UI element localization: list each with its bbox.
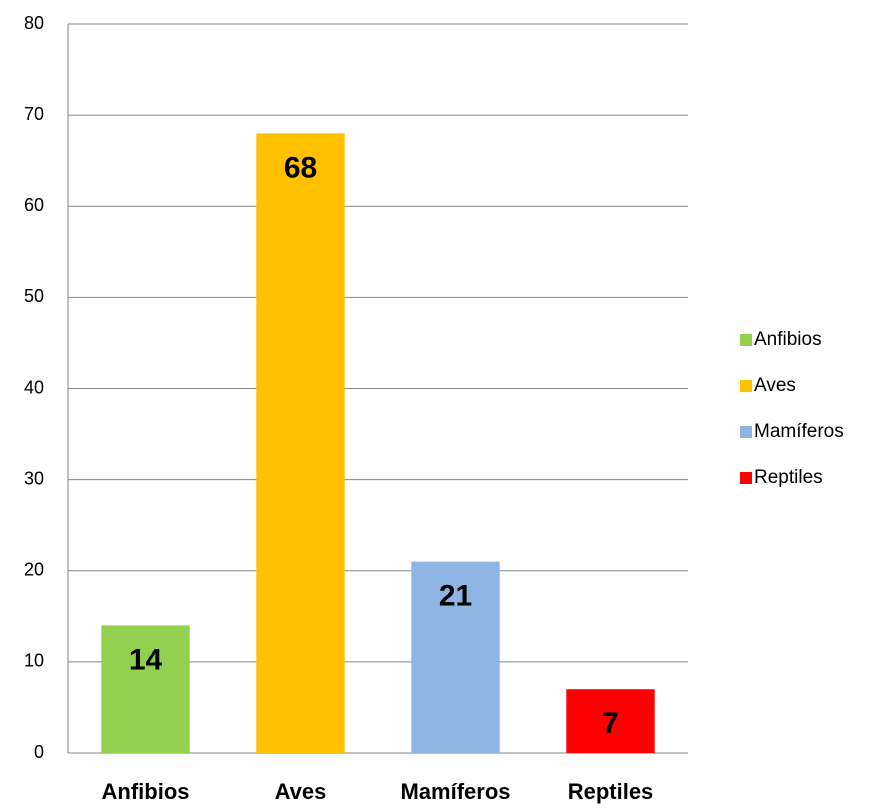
bar bbox=[101, 625, 190, 753]
y-tick-label: 70 bbox=[24, 104, 44, 124]
data-label: 14 bbox=[129, 643, 163, 676]
legend-label: Reptiles bbox=[754, 467, 823, 488]
legend-swatch bbox=[740, 380, 752, 392]
y-tick-label: 30 bbox=[24, 468, 44, 488]
data-label: 68 bbox=[284, 151, 317, 184]
bar bbox=[411, 561, 500, 753]
y-tick-label: 50 bbox=[24, 286, 44, 306]
x-tick-label: Mamíferos bbox=[400, 779, 510, 804]
legend-swatch bbox=[740, 426, 752, 438]
x-tick-label: Anfibios bbox=[102, 779, 190, 804]
data-label: 7 bbox=[602, 707, 619, 740]
legend-swatch bbox=[740, 334, 752, 346]
x-tick-label: Reptiles bbox=[568, 779, 654, 804]
x-tick-label: Aves bbox=[275, 779, 327, 804]
y-tick-label: 10 bbox=[24, 651, 44, 671]
y-tick-label: 20 bbox=[24, 560, 44, 580]
y-tick-label: 0 bbox=[34, 742, 44, 762]
y-tick-label: 80 bbox=[24, 13, 44, 33]
legend-swatch bbox=[740, 472, 752, 484]
legend-label: Mamíferos bbox=[754, 421, 844, 442]
bar bbox=[256, 133, 345, 754]
data-label: 21 bbox=[439, 580, 472, 613]
y-tick-label: 60 bbox=[24, 195, 44, 215]
legend-label: Aves bbox=[754, 375, 796, 396]
legend-label: Anfibios bbox=[754, 329, 822, 350]
bar bbox=[566, 689, 655, 753]
y-tick-label: 40 bbox=[24, 377, 44, 397]
